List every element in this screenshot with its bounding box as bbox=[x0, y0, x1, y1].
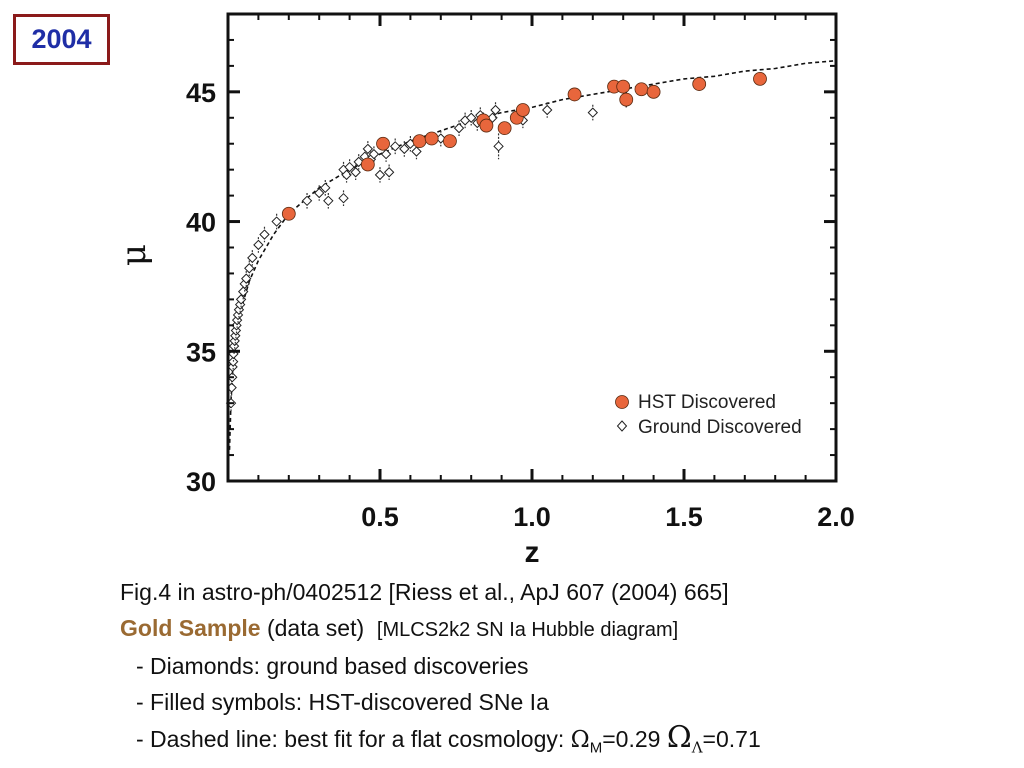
hst-circle-point bbox=[281, 206, 296, 221]
ground-diamond-point bbox=[253, 239, 264, 251]
tick-labels-layer: 30 35 40 45 0.5 1.0 1.5 2.0 bbox=[186, 78, 855, 532]
ground-diamond-point bbox=[338, 192, 349, 204]
gold-sample-label: Gold Sample bbox=[120, 615, 261, 641]
hst-circle-point bbox=[515, 103, 530, 117]
ground-diamond-point bbox=[241, 273, 252, 284]
ground-diamond-point bbox=[230, 325, 242, 336]
y-axis-label: μ bbox=[114, 244, 154, 266]
ground-diamond-point bbox=[453, 122, 465, 134]
omega-lambda-subscript: Λ bbox=[691, 738, 703, 757]
x-tick-label: 0.5 bbox=[361, 502, 399, 532]
hst-circle-point bbox=[567, 87, 582, 102]
omega-lambda-value: =0.71 bbox=[702, 726, 761, 752]
hst-circle-point bbox=[360, 157, 375, 172]
hst-circle-point bbox=[376, 136, 390, 151]
ground-diamond-point bbox=[350, 167, 361, 178]
ground-diamond-point bbox=[383, 167, 395, 178]
ground-diamond-point bbox=[541, 104, 553, 116]
axis-ticks-layer bbox=[228, 14, 838, 483]
gold-sample-rest: (data set) bbox=[260, 615, 377, 641]
ground-diamond-point bbox=[587, 107, 599, 118]
ground-diamond-point bbox=[411, 146, 422, 157]
hst-circle-point bbox=[479, 118, 494, 133]
x-tick-label: 1.0 bbox=[513, 502, 551, 532]
omega-m-value: =0.29 bbox=[602, 726, 667, 752]
ground-diamond-point bbox=[244, 263, 255, 274]
omega-m-symbol: Ω bbox=[570, 727, 590, 753]
hst-circle-point bbox=[634, 82, 649, 97]
hst-circle-point bbox=[753, 71, 767, 86]
x-tick-label: 1.5 bbox=[665, 502, 703, 532]
ground-diamond-point bbox=[368, 148, 380, 160]
hst-circle-point bbox=[616, 79, 631, 94]
legend-hst-marker bbox=[615, 395, 629, 409]
gold-sample-note: [MLCS2k2 SN Ia Hubble diagram] bbox=[376, 619, 679, 641]
ground-diamond-point bbox=[399, 143, 410, 155]
hst-circle-point bbox=[692, 77, 707, 91]
ground-diamond-point bbox=[362, 143, 374, 155]
x-axis-label: z bbox=[525, 536, 540, 569]
ground-diamond-point bbox=[374, 169, 386, 181]
hst-circle-point bbox=[619, 92, 634, 107]
fit-description: - Dashed line: best fit for a flat cosmo… bbox=[136, 726, 571, 752]
ground-diamond-point bbox=[237, 286, 249, 297]
y-tick-label: 30 bbox=[186, 467, 216, 497]
hst-circle-point bbox=[646, 84, 661, 99]
hubble-diagram-chart: 30 35 40 45 0.5 1.0 1.5 2.0 μ z HST Discovered … bbox=[114, 12, 855, 569]
ground-diamond-point bbox=[323, 195, 334, 207]
hst-circle-point bbox=[424, 131, 439, 146]
omega-m-subscript: M bbox=[589, 739, 603, 757]
ground-diamond-point bbox=[231, 314, 243, 326]
legend-ground-label: Ground Discovered bbox=[638, 417, 802, 438]
ground-diamond-point bbox=[465, 112, 477, 123]
year-badge: 2004 bbox=[13, 14, 110, 65]
caption-bullet-diamonds: - Diamonds: ground based discoveries bbox=[136, 653, 529, 679]
year-badge-text: 2004 bbox=[31, 24, 92, 54]
caption-gold-sample: Gold Sample (data set) [MLCS2k2 SN Ia Hu… bbox=[120, 610, 1000, 648]
hst-circle-point bbox=[443, 134, 457, 149]
x-tick-label: 2.0 bbox=[817, 502, 855, 532]
ground-diamond-point bbox=[230, 330, 241, 341]
ground-diamond-point bbox=[235, 294, 247, 305]
ground-diamond-point bbox=[320, 182, 331, 194]
y-tick-label: 45 bbox=[186, 78, 216, 108]
legend-ground-marker bbox=[616, 420, 628, 432]
omega-lambda-symbol: Ω bbox=[666, 720, 692, 755]
ground-diamond-point bbox=[231, 320, 242, 331]
ground-diamond-point bbox=[259, 229, 270, 240]
ground-diamond-point bbox=[344, 161, 355, 173]
legend: HST Discovered Ground Discovered bbox=[615, 392, 802, 438]
figure-caption: Fig.4 in astro-ph/0402512 [Riess et al.,… bbox=[120, 574, 1000, 767]
ground-diamond-point bbox=[380, 148, 392, 160]
ground-diamond-point bbox=[389, 141, 401, 152]
caption-bullet-fit: - Dashed line: best fit for a flat cosmo… bbox=[120, 720, 1000, 767]
y-tick-label: 35 bbox=[186, 337, 216, 367]
caption-reference: Fig.4 in astro-ph/0402512 [Riess et al.,… bbox=[120, 579, 729, 605]
ground-diamond-point bbox=[301, 195, 313, 207]
ground-diamond-point bbox=[493, 141, 504, 152]
data-points-layer bbox=[225, 71, 767, 411]
ground-diamond-point bbox=[227, 356, 239, 367]
ground-diamond-point bbox=[271, 216, 282, 227]
hst-circle-point bbox=[412, 134, 427, 149]
ground-diamond-point bbox=[227, 361, 238, 373]
y-tick-label: 40 bbox=[186, 208, 216, 238]
hst-circle-point bbox=[497, 121, 512, 136]
ground-diamond-point bbox=[313, 187, 325, 199]
legend-hst-label: HST Discovered bbox=[638, 392, 776, 413]
ground-diamond-point bbox=[490, 104, 501, 116]
caption-bullet-filled: - Filled symbols: HST-discovered SNe Ia bbox=[136, 689, 549, 715]
ground-diamond-point bbox=[247, 252, 258, 264]
